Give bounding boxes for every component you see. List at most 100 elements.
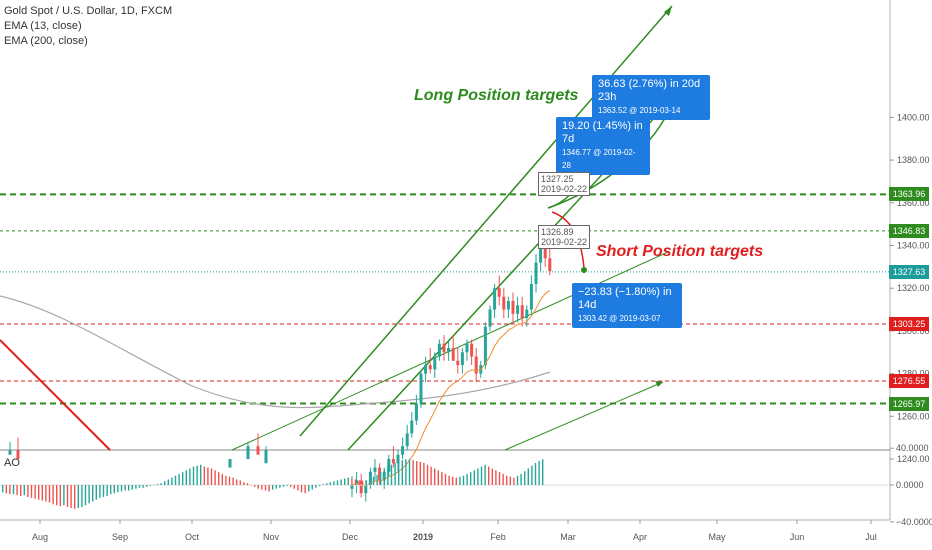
y-tick-label: 1320.00 [897, 283, 930, 293]
candle-body [525, 309, 529, 319]
ao-bar [254, 485, 256, 487]
candle-body [378, 467, 382, 481]
ao-bar [232, 477, 234, 485]
ao-bar [174, 475, 177, 485]
candle-body [405, 433, 409, 447]
ao-bar [534, 462, 537, 485]
candle-body [529, 283, 533, 310]
ao-bar [311, 485, 313, 490]
ao-bar [41, 485, 43, 501]
legend: Gold Spot / U.S. Dollar, 1D, FXCM EMA (1… [4, 4, 172, 49]
candle-body [520, 305, 524, 319]
ao-bar [351, 478, 353, 485]
ao-bar [196, 465, 198, 485]
ao-bar [200, 464, 202, 485]
ao-bar [542, 459, 544, 485]
ao-bar [387, 466, 389, 485]
short-targets-heading: Short Position targets [596, 243, 764, 260]
ao-bar [362, 481, 364, 485]
ao-bar [243, 482, 245, 485]
ao-bar [30, 485, 33, 498]
candle-body [256, 446, 260, 455]
candle-body [387, 459, 391, 472]
candle-body [506, 301, 510, 310]
ao-bar [106, 485, 108, 497]
price-tag: 1265.97 [889, 396, 929, 411]
ao-bar [124, 485, 126, 491]
y-tick-label: 1260.00 [897, 411, 930, 421]
callout-short-target-change: −23.83 (−1.80%) in 14d [578, 286, 672, 311]
candle-body [368, 471, 372, 485]
candle-body [511, 301, 515, 314]
candle-body [437, 343, 441, 357]
ao-bar [398, 461, 400, 485]
callout-long-target-1[interactable]: 19.20 (1.45%) in 7d 1346.77 @ 2019-02-28 [556, 117, 650, 175]
x-tick-label: Aug [32, 532, 48, 542]
ao-bar [228, 476, 231, 485]
x-tick-label: Jun [790, 532, 805, 542]
ao-tick-label: −40.0000 [896, 517, 932, 527]
candles [8, 232, 552, 502]
ao-bar [164, 481, 166, 485]
ao-bar [318, 485, 321, 486]
ao-bar [113, 485, 115, 494]
ao-bar [462, 475, 465, 485]
ao-bar [84, 485, 87, 506]
legend-ema200: EMA (200, close) [4, 35, 88, 47]
x-tick-label: Mar [560, 532, 576, 542]
ao-bar [441, 472, 443, 485]
candle-body [460, 352, 464, 366]
ao-bar [167, 479, 169, 485]
ao-bar [45, 485, 47, 502]
ao-bar [365, 480, 367, 485]
ao-bar [250, 485, 252, 486]
legend-symbol: Gold Spot / U.S. Dollar, 1D, FXCM [4, 5, 173, 17]
ao-bar [286, 485, 288, 486]
ao-bar [369, 478, 371, 485]
ao-bar [297, 485, 299, 491]
legend-ema13: EMA (13, close) [4, 20, 82, 32]
ao-bar [477, 468, 479, 485]
ao-bar [138, 485, 141, 488]
ao-bar [275, 485, 277, 489]
ao-bar [290, 485, 292, 487]
ao-bar [437, 470, 439, 485]
candle-body [488, 309, 492, 327]
ao-bar [221, 473, 223, 485]
ao-bar [354, 479, 357, 485]
callout-long-target-2[interactable]: 36.63 (2.76%) in 20d 23h 1363.52 @ 2019-… [592, 75, 710, 120]
ao-bar [264, 485, 267, 491]
ao-bar [117, 485, 119, 493]
ao-bar [214, 470, 216, 485]
red-downtrend [0, 339, 111, 451]
ao-bar [336, 480, 339, 485]
candle-body [350, 484, 354, 489]
arrow-head-support [655, 381, 663, 387]
channel-upper [299, 5, 673, 437]
callout-short-target[interactable]: −23.83 (−1.80%) in 14d 1303.42 @ 2019-03… [572, 283, 682, 328]
ao-bar [498, 472, 501, 485]
axes: 1400.001380.001360.001340.001320.001300.… [32, 112, 932, 542]
ao-bar [48, 485, 51, 503]
candle-body [433, 356, 437, 370]
price-tag: 1327.63 [889, 264, 929, 279]
ao-bar [524, 471, 526, 485]
ao-bar [282, 485, 285, 487]
ao-bar [304, 485, 306, 494]
candle-body [474, 356, 478, 374]
ao-bar [77, 485, 79, 508]
ao-bar [66, 485, 69, 508]
ao-bar [2, 485, 4, 493]
ao-bar [185, 470, 187, 485]
ao-bar [473, 470, 475, 485]
ao-tick-label: 40.0000 [896, 443, 929, 453]
price-box-bottom-date: 2019-02-22 [541, 237, 588, 247]
ao-bar [344, 478, 346, 485]
ema200-line [0, 295, 551, 409]
candle-body [534, 262, 538, 284]
ao-bar [52, 485, 54, 505]
ao-bar [470, 472, 472, 485]
ao-bar [70, 485, 72, 508]
candle-body [447, 347, 451, 353]
ao-bar [423, 462, 425, 485]
